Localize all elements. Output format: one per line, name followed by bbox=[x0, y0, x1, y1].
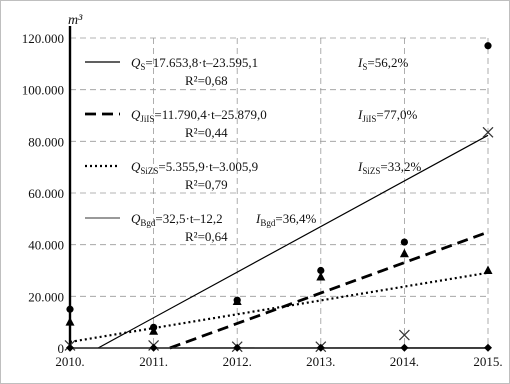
data-point-JiIS bbox=[399, 248, 409, 258]
legend-i-subscript: S bbox=[362, 62, 367, 72]
legend-q-subscript: SiZS bbox=[140, 166, 158, 176]
data-point-JiIS bbox=[483, 265, 493, 274]
legend-i-value: =56,2% bbox=[367, 55, 408, 70]
data-point-JiIS bbox=[65, 317, 75, 326]
legend-i-symbol: I bbox=[357, 107, 363, 122]
legend-formula-SiZS: QSiZS=5.355,9·t–3.005,9 bbox=[131, 159, 258, 176]
legend-q-equation: =17.653,8·t–23.595,1 bbox=[145, 55, 258, 70]
y-tick-label: 80.000 bbox=[28, 134, 64, 149]
data-point-Bgd bbox=[233, 343, 242, 352]
trend-line-S bbox=[97, 134, 489, 349]
data-point-JiIS bbox=[316, 271, 326, 281]
data-point-S bbox=[484, 42, 492, 50]
y-unit-label: m³ bbox=[68, 13, 83, 28]
x-tick-label: 2013. bbox=[306, 354, 335, 369]
legend-q-equation: =11.790,4·t–25.879,0 bbox=[154, 107, 266, 122]
data-point-SiZS bbox=[398, 329, 410, 341]
x-tick-label: 2014. bbox=[390, 354, 419, 369]
data-point-SiZS-stroke bbox=[482, 126, 494, 138]
legend-q-subscript: JiIS bbox=[140, 114, 154, 124]
legend-index-JiIS: IJiIS=77,0% bbox=[357, 107, 417, 124]
x-tick-label: 2010. bbox=[55, 354, 84, 369]
legend-r2-SiZS: R²=0,79 bbox=[185, 177, 228, 192]
legend-r2-JiIS: R²=0,44 bbox=[185, 125, 228, 140]
legend: QS=17.653,8·t–23.595,1R²=0,68IS=56,2%QJi… bbox=[85, 55, 421, 244]
data-point-S bbox=[400, 238, 408, 246]
data-point-Bgd bbox=[316, 343, 325, 352]
x-tick-label: 2011. bbox=[139, 354, 168, 369]
legend-r2-Bgd: R²=0,64 bbox=[185, 229, 228, 244]
legend-q-symbol: Q bbox=[131, 159, 141, 174]
y-tick-label: 20.000 bbox=[28, 289, 64, 304]
y-tick-label: 40.000 bbox=[28, 238, 64, 253]
x-tick-label: 2015. bbox=[473, 354, 502, 369]
legend-i-value: =77,0% bbox=[376, 107, 417, 122]
legend-q-equation: =32,5·t–12,2 bbox=[155, 211, 222, 226]
data-point-Bgd bbox=[400, 343, 409, 352]
axes: 0 20.000 40.000 60.000 80.000 100.000 120.000 2… bbox=[22, 13, 503, 369]
legend-q-equation: =5.355,9·t–3.005,9 bbox=[158, 159, 258, 174]
data-point-JiIS bbox=[232, 296, 242, 305]
legend-i-symbol: I bbox=[255, 211, 261, 226]
legend-q-subscript: Bgd bbox=[140, 218, 156, 228]
x-tick-label: 2012. bbox=[223, 354, 252, 369]
legend-index-SiZS: ISiZS=33,2% bbox=[357, 159, 421, 176]
legend-i-value: =33,2% bbox=[380, 159, 421, 174]
legend-q-symbol: Q bbox=[131, 211, 141, 226]
data-point-Bgd bbox=[66, 343, 74, 352]
legend-formula-S: QS=17.653,8·t–23.595,1 bbox=[131, 55, 258, 72]
y-tick-label: 100.000 bbox=[22, 83, 64, 98]
trend-line-SiZS bbox=[69, 271, 489, 344]
y-tick-label: 60.000 bbox=[28, 186, 64, 201]
legend-q-symbol: Q bbox=[131, 55, 141, 70]
data-point-Bgd bbox=[484, 343, 492, 352]
legend-formula-JiIS: QJiIS=11.790,4·t–25.879,0 bbox=[131, 107, 267, 124]
data-point-SiZS-stroke bbox=[398, 329, 410, 341]
y-tick-label: 0 bbox=[58, 341, 65, 356]
data-markers bbox=[64, 42, 494, 353]
legend-formula-Bgd: QBgd=32,5·t–12,2 bbox=[131, 211, 223, 228]
data-point-S bbox=[66, 305, 74, 313]
legend-i-subscript: Bgd bbox=[260, 218, 276, 228]
legend-r2-S: R²=0,68 bbox=[185, 73, 228, 88]
data-point-SiZS bbox=[482, 126, 494, 138]
y-tick-label: 120.000 bbox=[22, 31, 64, 46]
data-point-JiIS bbox=[149, 326, 159, 335]
legend-i-subscript: SiZS bbox=[362, 166, 380, 176]
legend-q-symbol: Q bbox=[131, 107, 141, 122]
legend-i-value: =36,4% bbox=[275, 211, 316, 226]
data-point-S bbox=[317, 266, 325, 275]
legend-index-S: IS=56,2% bbox=[357, 55, 408, 72]
legend-i-symbol: I bbox=[357, 55, 363, 70]
legend-index-Bgd: IBgd=36,4% bbox=[255, 211, 316, 228]
legend-i-subscript: JiIS bbox=[362, 114, 376, 124]
legend-q-subscript: S bbox=[140, 62, 145, 72]
legend-i-symbol: I bbox=[357, 159, 363, 174]
grid bbox=[70, 37, 489, 348]
data-point-Bgd bbox=[149, 343, 158, 352]
trend-line-JiIS bbox=[169, 230, 489, 350]
trend-lines bbox=[69, 134, 489, 350]
